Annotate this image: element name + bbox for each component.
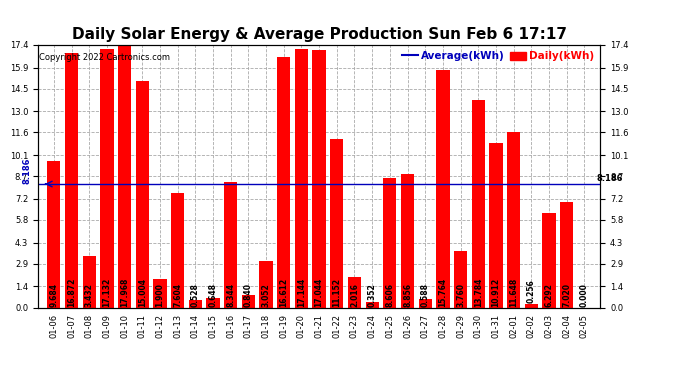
Text: 0.352: 0.352 <box>368 283 377 307</box>
Text: 11.152: 11.152 <box>333 278 342 307</box>
Text: 17.144: 17.144 <box>297 278 306 307</box>
Text: 17.132: 17.132 <box>102 278 111 307</box>
Bar <box>259 261 273 308</box>
Text: 7.604: 7.604 <box>173 283 182 307</box>
Bar <box>472 99 485 308</box>
Bar <box>348 277 361 308</box>
Bar <box>153 279 166 308</box>
Text: 8.606: 8.606 <box>385 283 395 307</box>
Text: 3.432: 3.432 <box>85 283 94 307</box>
Text: 17.044: 17.044 <box>315 278 324 307</box>
Bar <box>65 53 78 307</box>
Text: 0.000: 0.000 <box>580 283 589 307</box>
Text: 0.648: 0.648 <box>208 283 217 307</box>
Text: 1.900: 1.900 <box>155 283 164 307</box>
Text: 8.186: 8.186 <box>597 174 623 183</box>
Text: 3.760: 3.760 <box>456 283 465 307</box>
Bar <box>436 70 450 308</box>
Bar <box>224 182 237 308</box>
Bar <box>454 251 467 308</box>
Bar <box>401 174 414 308</box>
Text: 8.344: 8.344 <box>226 283 235 307</box>
Bar <box>295 49 308 308</box>
Text: 16.872: 16.872 <box>67 278 76 307</box>
Text: 11.648: 11.648 <box>509 278 518 307</box>
Bar <box>419 298 432 307</box>
Bar <box>383 178 397 308</box>
Bar <box>277 57 290 308</box>
Text: 10.912: 10.912 <box>491 278 500 307</box>
Text: 6.292: 6.292 <box>544 283 553 307</box>
Bar <box>313 50 326 308</box>
Text: 0.528: 0.528 <box>191 283 200 307</box>
Bar <box>366 302 379 307</box>
Bar <box>118 36 131 308</box>
Bar <box>560 202 573 308</box>
Text: Copyright 2022 Cartronics.com: Copyright 2022 Cartronics.com <box>39 53 170 62</box>
Text: 16.612: 16.612 <box>279 278 288 307</box>
Text: 9.684: 9.684 <box>50 283 59 307</box>
Bar <box>542 213 555 308</box>
Bar <box>206 298 219 307</box>
Text: 8.186: 8.186 <box>23 158 32 184</box>
Text: 0.256: 0.256 <box>527 279 536 303</box>
Bar <box>524 304 538 307</box>
Text: 15.004: 15.004 <box>138 278 147 307</box>
Text: 15.764: 15.764 <box>438 278 447 307</box>
Text: 3.052: 3.052 <box>262 283 270 307</box>
Bar <box>171 193 184 308</box>
Bar <box>83 256 96 308</box>
Bar <box>241 295 255 307</box>
Bar <box>507 132 520 308</box>
Legend: Average(kWh), Daily(kWh): Average(kWh), Daily(kWh) <box>402 50 595 62</box>
Text: 13.784: 13.784 <box>474 278 483 307</box>
Bar <box>47 161 61 308</box>
Text: 8.856: 8.856 <box>403 283 412 307</box>
Bar <box>188 300 202 307</box>
Bar <box>331 139 344 308</box>
Bar <box>100 49 114 308</box>
Text: 17.968: 17.968 <box>120 278 129 307</box>
Title: Daily Solar Energy & Average Production Sun Feb 6 17:17: Daily Solar Energy & Average Production … <box>72 27 566 42</box>
Text: 2.016: 2.016 <box>350 283 359 307</box>
Bar <box>136 81 149 308</box>
Text: 0.588: 0.588 <box>421 283 430 307</box>
Text: 7.020: 7.020 <box>562 283 571 307</box>
Text: 0.840: 0.840 <box>244 283 253 307</box>
Bar <box>489 143 502 308</box>
